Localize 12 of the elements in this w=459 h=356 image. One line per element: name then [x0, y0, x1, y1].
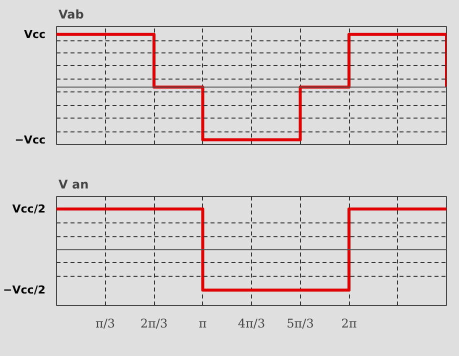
- x-tick-label: π/3: [95, 316, 116, 330]
- chart-title: Vab: [58, 8, 84, 22]
- x-tick-label: 5π/3: [286, 316, 314, 330]
- x-tick-label: 4π/3: [238, 316, 266, 330]
- chart-title: V an: [58, 178, 89, 192]
- x-tick-label: π: [198, 316, 207, 330]
- x-tick-label: 2π/3: [140, 316, 168, 330]
- text: −Vcc/2: [3, 284, 46, 297]
- text: Vcc: [24, 28, 46, 41]
- text: −Vcc: [14, 133, 46, 146]
- x-tick-label: 2π: [341, 316, 357, 330]
- text: Vcc/2: [12, 202, 46, 216]
